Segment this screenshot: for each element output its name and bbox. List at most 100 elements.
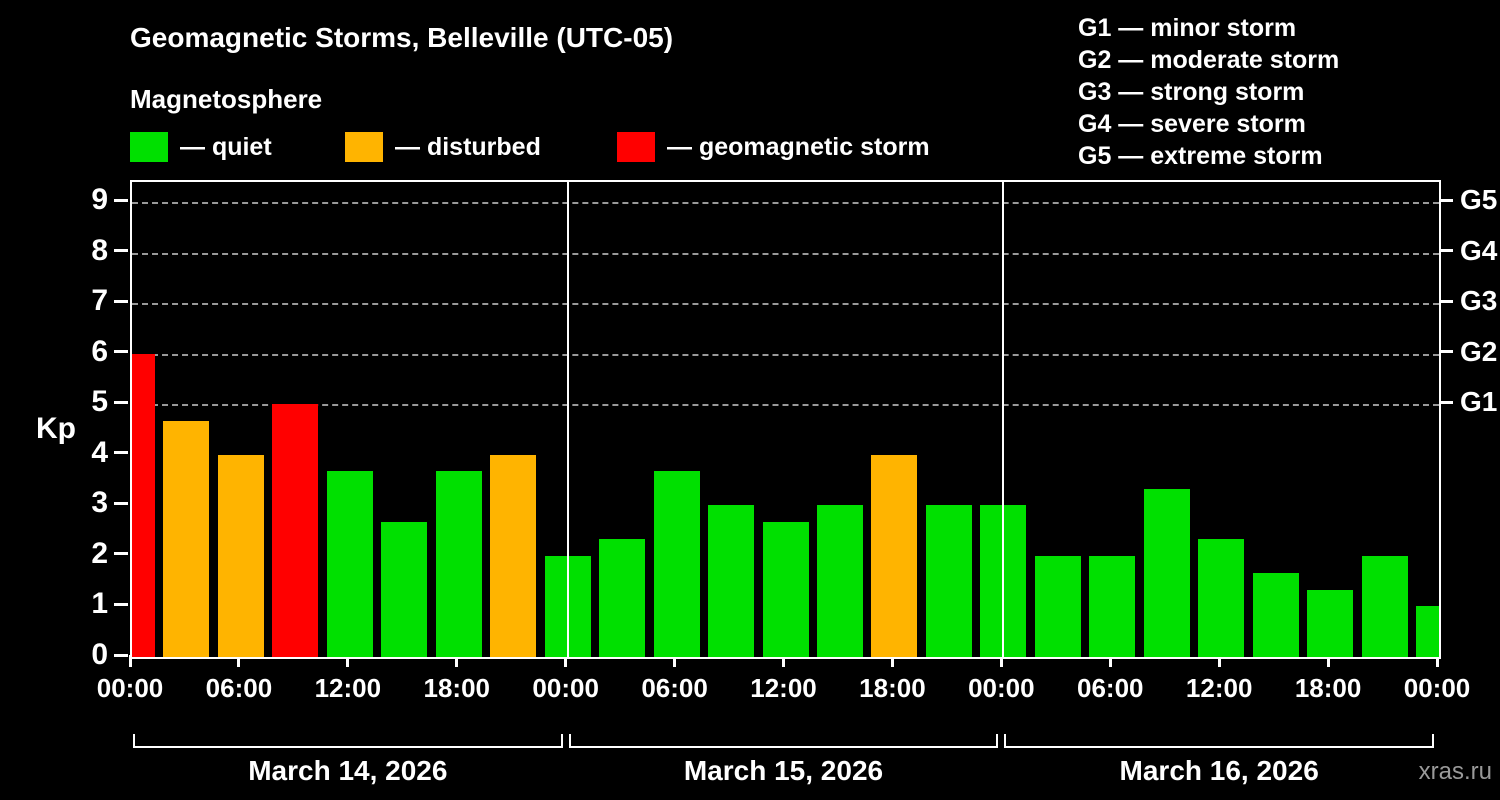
kp-bar [816,505,863,657]
kp-bar [925,505,972,657]
x-axis-label: 00:00 [96,673,164,703]
x-axis-label: 12:00 [750,673,817,703]
kp-bar [217,454,264,657]
g-axis-label: G2 [1460,335,1498,367]
y-axis-tick [114,400,128,404]
kp-bar [1307,589,1354,657]
x-axis-label: 12:00 [314,673,382,703]
x-axis-label: 18:00 [1294,673,1362,703]
legend-item-quiet: — quiet [130,132,272,162]
x-axis-tick [1108,655,1112,667]
kp-gridline [132,252,1439,255]
kp-bar [1416,606,1439,657]
kp-bar [1143,488,1190,657]
g-scale-legend: G1 — minor storm G2 — moderate storm G3 … [1078,12,1339,172]
g-axis-label: G1 [1460,386,1498,418]
g-axis-tick [1439,350,1453,354]
x-axis-label: 06:00 [205,673,273,703]
date-bracket [133,746,563,748]
date-bracket-end [1432,734,1434,748]
date-bracket [568,746,999,748]
legend-label: — quiet [180,132,272,161]
y-axis-title: Kp [36,412,76,445]
watermark: xras.ru [1418,758,1492,785]
date-bracket-end [1004,734,1007,748]
kp-bar [653,471,700,657]
g-legend-line: G4 — severe storm [1078,110,1306,138]
date-bracket-end [568,734,571,748]
g-axis-label: G4 [1460,234,1498,266]
y-axis-label: 5 [91,385,108,419]
x-axis-tick [346,655,350,667]
legend-swatch [130,132,168,162]
day-boundary-line [1002,182,1005,657]
kp-bar [708,505,755,657]
x-axis-tick [564,655,568,667]
chart-subtitle: Magnetosphere [130,84,323,114]
y-axis-label: 8 [91,233,108,267]
kp-bar [762,522,809,657]
g-legend-line: G2 — moderate storm [1078,46,1340,74]
x-axis-tick [673,655,677,667]
x-axis-tick [1326,655,1330,667]
x-axis-label: 06:00 [641,673,708,703]
kp-bar [599,539,646,657]
date-label: March 15, 2026 [683,755,884,786]
x-axis-label: 18:00 [859,673,926,703]
kp-bar [326,471,373,657]
y-axis-tick [114,602,128,606]
g-axis-label: G5 [1460,184,1498,215]
kp-bar [490,454,537,657]
kp-gridline [132,303,1439,306]
y-axis-tick [114,451,128,455]
kp-gridline [132,404,1439,407]
kp-bar [272,404,319,657]
y-axis-label: 6 [91,334,108,368]
y-axis-tick [114,299,128,303]
date-bracket-end [133,734,135,748]
x-axis-tick [128,655,132,667]
g-axis-tick [1439,198,1453,202]
y-axis-tick [114,653,128,657]
plot-area [130,180,1441,659]
date-label: March 16, 2026 [1119,755,1319,786]
legend-item-disturbed: — disturbed [345,132,541,162]
kp-gridline [132,353,1439,356]
y-axis-label: 4 [91,435,108,469]
y-axis-tick [114,552,128,556]
legend-swatch [617,132,655,162]
kp-gridline [132,202,1439,204]
x-axis-label: 18:00 [423,673,491,703]
x-axis-label: 00:00 [1403,673,1471,703]
y-axis-label: 0 [91,638,108,671]
kp-bar [163,420,210,657]
x-axis-tick [455,655,459,667]
x-axis-tick [999,655,1003,667]
y-axis-tick [114,198,128,202]
y-axis-label: 9 [91,183,108,216]
kp-bar [1361,555,1408,657]
g-legend-line: G1 — minor storm [1078,14,1297,42]
date-bracket-end [996,734,999,748]
legend-label: — geomagnetic storm [667,132,930,161]
kp-bar [1089,555,1136,657]
x-axis-label: 06:00 [1077,673,1144,703]
g-axis-label: G3 [1460,285,1498,317]
g-legend-line: G5 — extreme storm [1078,142,1323,170]
y-axis-tick [114,501,128,505]
legend-item-storm: — geomagnetic storm [617,132,930,162]
x-axis-tick [237,655,241,667]
date-bracket [1004,746,1434,748]
kp-bar [1198,539,1245,657]
kp-bar [381,522,428,657]
chart-title: Geomagnetic Storms, Belleville (UTC-05) [130,22,674,53]
g-legend-line: G3 — strong storm [1078,78,1305,106]
y-axis-label: 2 [91,536,108,570]
x-axis-label: 00:00 [968,673,1035,703]
x-axis-tick [782,655,785,667]
kp-bar [1034,555,1081,657]
kp-bar [435,471,482,657]
legend-swatch [345,132,383,162]
date-label: March 14, 2026 [248,755,448,786]
